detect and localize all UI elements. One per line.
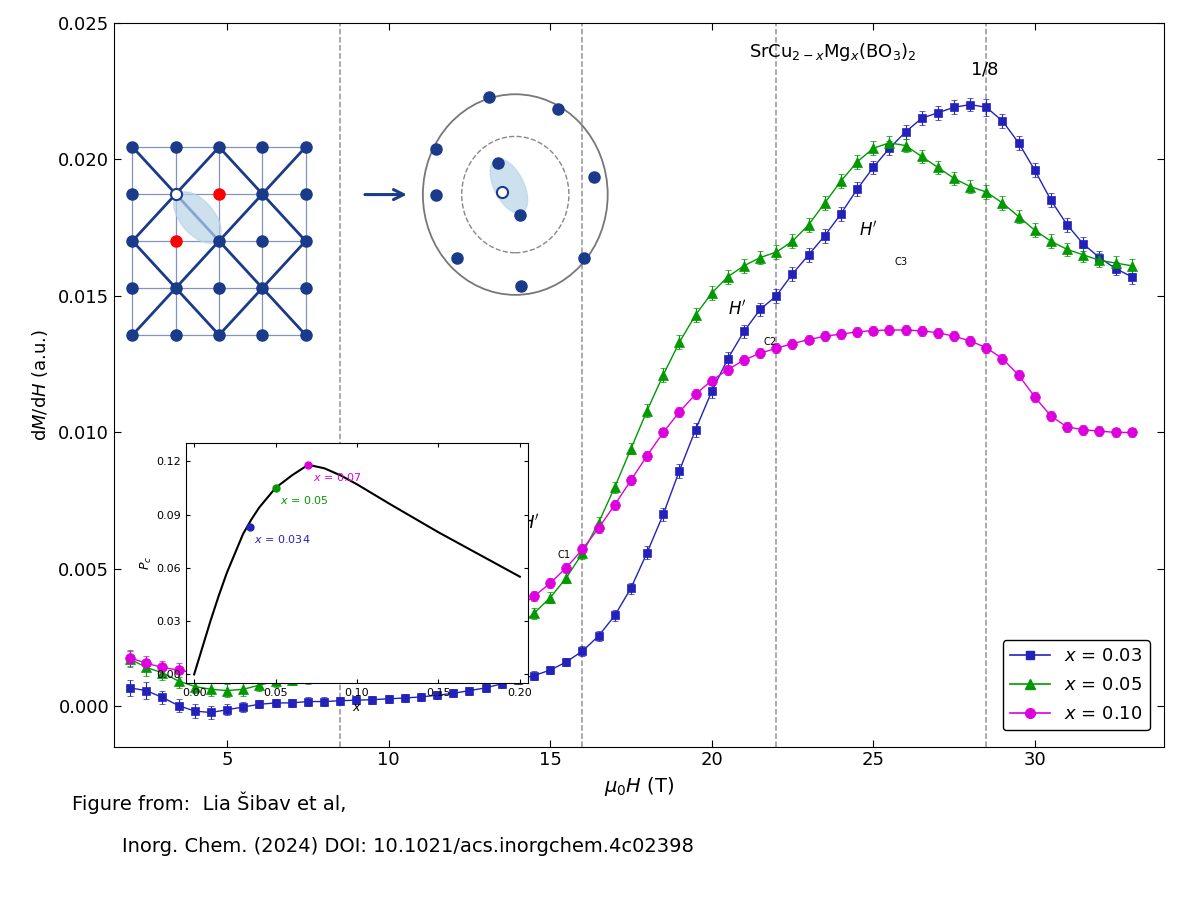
X-axis label: $x$: $x$ — [352, 700, 362, 714]
Text: Figure from:  Lia Šibav et al,: Figure from: Lia Šibav et al, — [72, 792, 347, 814]
Text: $_{\mathregular{C2}}$: $_{\mathregular{C2}}$ — [763, 334, 778, 348]
Text: $H'$: $H'$ — [276, 564, 294, 583]
Text: $_{\mathregular{C3}}$: $_{\mathregular{C3}}$ — [894, 254, 908, 269]
Ellipse shape — [174, 192, 221, 243]
Ellipse shape — [491, 158, 528, 214]
Text: $x$ = 0.034: $x$ = 0.034 — [254, 533, 311, 545]
Text: $H'$: $H'$ — [859, 221, 877, 240]
Y-axis label: $P_c$: $P_c$ — [138, 557, 154, 570]
Text: $1/8$: $1/8$ — [970, 61, 998, 79]
X-axis label: $\mu_0H$ (T): $\mu_0H$ (T) — [604, 775, 674, 798]
Y-axis label: d$M$/d$H$ (a.u.): d$M$/d$H$ (a.u.) — [30, 329, 49, 441]
Text: Inorg. Chem. (2024) DOI: 10.1021/acs.inorgchem.4c02398: Inorg. Chem. (2024) DOI: 10.1021/acs.ino… — [72, 837, 694, 856]
Text: $H'$: $H'$ — [728, 300, 746, 319]
Text: $_{\mathregular{C0}}$: $_{\mathregular{C0}}$ — [310, 597, 324, 611]
Text: $x$ = 0.07: $x$ = 0.07 — [313, 471, 362, 482]
Text: $x$ = 0.05: $x$ = 0.05 — [281, 494, 330, 506]
Text: $H'$: $H'$ — [521, 513, 540, 532]
Text: SrCu$_{2-x}$Mg$_x$(BO$_3$)$_2$: SrCu$_{2-x}$Mg$_x$(BO$_3$)$_2$ — [749, 41, 917, 62]
Text: $_{\mathregular{C1}}$: $_{\mathregular{C1}}$ — [557, 547, 571, 561]
Legend: $x$ = 0.03, $x$ = 0.05, $x$ = 0.10: $x$ = 0.03, $x$ = 0.05, $x$ = 0.10 — [1003, 640, 1150, 730]
